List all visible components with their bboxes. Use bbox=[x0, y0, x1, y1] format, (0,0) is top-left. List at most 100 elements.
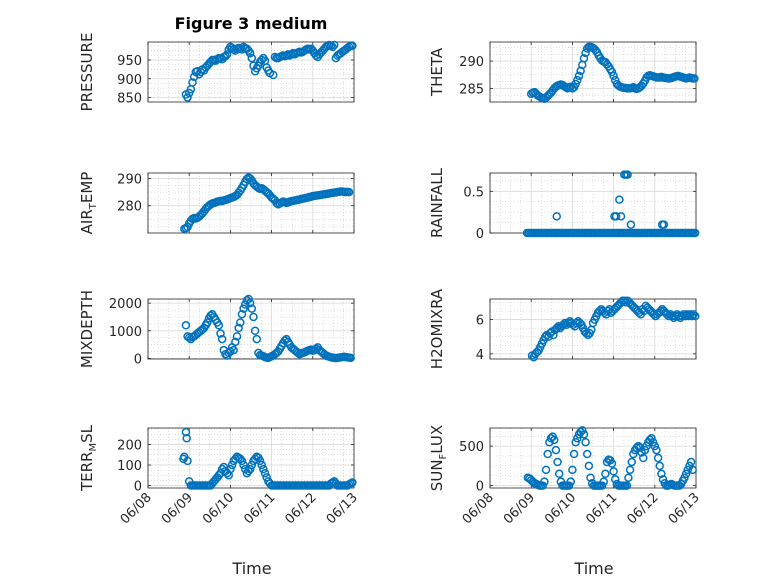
data-point bbox=[552, 212, 561, 221]
data-point bbox=[326, 41, 336, 50]
x-tick-label: 06/11 bbox=[583, 490, 620, 527]
subplot-theta: 285 290 THETA bbox=[428, 41, 699, 103]
data-point bbox=[551, 445, 561, 455]
data-point bbox=[683, 465, 693, 475]
y-axis-label-subscript: T bbox=[88, 202, 99, 210]
data-point bbox=[540, 477, 549, 486]
y-axis-label: PRESSURE bbox=[78, 33, 96, 112]
data-point bbox=[543, 449, 552, 459]
series-markers bbox=[523, 426, 697, 490]
data-point bbox=[601, 469, 610, 479]
data-point bbox=[629, 449, 638, 459]
y-tick-label: 0.5 bbox=[463, 185, 484, 200]
x-tick-label: 06/13 bbox=[666, 490, 703, 527]
data-point bbox=[622, 481, 632, 490]
data-point bbox=[232, 332, 242, 341]
x-tick-label: 06/08 bbox=[118, 490, 155, 527]
data-point bbox=[541, 465, 551, 475]
data-point bbox=[659, 220, 669, 229]
y-tick-label: 4 bbox=[476, 348, 484, 363]
data-point bbox=[595, 306, 604, 316]
x-tick-label: 06/08 bbox=[460, 490, 497, 527]
data-point bbox=[257, 460, 266, 470]
data-point bbox=[222, 50, 232, 59]
y-tick-label: 6 bbox=[476, 314, 484, 329]
data-point bbox=[657, 469, 666, 479]
data-point bbox=[255, 456, 265, 466]
subplot-h2omixra: 4 6 H2OMIXRA bbox=[428, 288, 700, 369]
data-point bbox=[553, 457, 562, 467]
data-point bbox=[249, 312, 258, 322]
series-markers bbox=[526, 42, 699, 103]
data-point bbox=[662, 310, 672, 319]
data-point bbox=[239, 460, 248, 470]
y-tick-label: 2000 bbox=[109, 297, 142, 312]
data-point bbox=[538, 481, 547, 490]
tick-marks bbox=[489, 42, 697, 102]
data-point bbox=[229, 345, 238, 355]
data-point bbox=[183, 93, 192, 102]
x-tick-label: 06/11 bbox=[241, 490, 278, 527]
data-point bbox=[554, 469, 564, 479]
series-markers bbox=[181, 40, 357, 102]
figure-title: Figure 3 medium bbox=[175, 14, 328, 33]
x-tick-label: 06/12 bbox=[625, 490, 662, 527]
x-tick-label: 06/10 bbox=[542, 490, 579, 527]
y-axis-label: SUNFLUX bbox=[428, 425, 449, 491]
y-tick-label: 0 bbox=[476, 480, 484, 495]
series-markers bbox=[522, 170, 700, 238]
data-point bbox=[182, 434, 191, 443]
y-axis-label-rest: LUX bbox=[428, 425, 446, 454]
data-point bbox=[581, 437, 590, 447]
data-point bbox=[552, 323, 561, 333]
data-point bbox=[268, 70, 278, 80]
y-tick-label: 0 bbox=[134, 352, 142, 367]
data-point bbox=[586, 473, 595, 482]
y-axis-label: H2OMIXRA bbox=[428, 288, 446, 369]
data-point bbox=[181, 321, 191, 330]
data-point bbox=[579, 430, 589, 439]
data-point bbox=[656, 306, 665, 316]
data-point bbox=[348, 478, 357, 487]
y-axis-label-rest: EMP bbox=[78, 172, 96, 203]
subplot-rainfall: 0 0.5 RAINFALL bbox=[428, 167, 700, 242]
data-point bbox=[611, 212, 621, 221]
data-point bbox=[642, 441, 651, 451]
y-tick-label: 290 bbox=[117, 172, 142, 187]
y-axis-label: TERRMSL bbox=[78, 424, 99, 492]
data-point bbox=[632, 443, 641, 452]
data-point bbox=[689, 310, 698, 319]
axes-frame bbox=[147, 427, 355, 489]
subplot-air_temp: 280 290 AIRTEMP bbox=[78, 172, 355, 234]
data-point bbox=[245, 298, 255, 308]
data-point bbox=[579, 54, 589, 63]
data-point bbox=[250, 326, 260, 336]
data-point bbox=[599, 477, 608, 486]
data-point bbox=[681, 469, 691, 479]
data-point bbox=[242, 174, 252, 184]
data-point bbox=[584, 461, 594, 471]
x-tick-label: 06/10 bbox=[200, 490, 237, 527]
y-axis-label: MIXDEPTH bbox=[78, 290, 96, 368]
series-markers bbox=[527, 296, 700, 362]
data-point bbox=[649, 310, 659, 319]
series-markers bbox=[180, 173, 354, 234]
y-tick-label: 0 bbox=[134, 480, 142, 495]
data-point bbox=[625, 465, 635, 475]
data-point bbox=[623, 170, 632, 179]
y-axis-label-subscript: F bbox=[438, 453, 449, 459]
data-point bbox=[690, 311, 700, 321]
y-tick-label: 290 bbox=[459, 55, 484, 70]
tick-marks bbox=[147, 42, 355, 102]
data-point bbox=[550, 435, 559, 445]
data-point bbox=[245, 464, 255, 474]
data-point bbox=[245, 49, 255, 58]
data-point bbox=[688, 465, 697, 475]
data-point bbox=[621, 298, 631, 307]
data-point bbox=[582, 449, 592, 459]
data-point bbox=[549, 330, 558, 340]
data-point bbox=[244, 294, 253, 304]
data-point bbox=[634, 441, 643, 451]
tick-marks bbox=[147, 173, 355, 233]
